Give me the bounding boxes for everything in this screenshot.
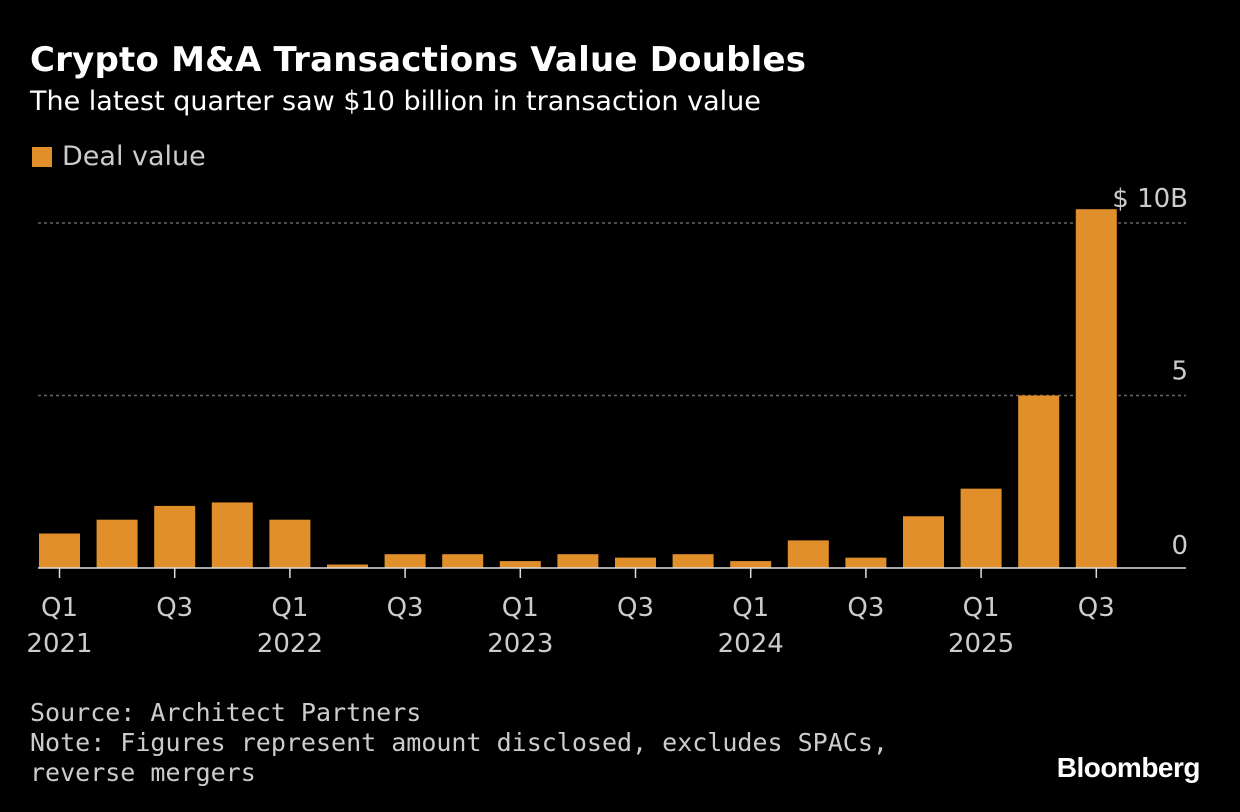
bar-2024-q2 — [787, 540, 829, 568]
footer: Source: Architect Partners Note: Figures… — [30, 698, 888, 788]
bar-2025-q2 — [1018, 395, 1060, 568]
legend-swatch — [32, 146, 52, 167]
y-tick-label-5: 5 — [1171, 357, 1188, 387]
legend: Deal value — [32, 141, 206, 172]
x-tick-label-quarter: Q3 — [847, 593, 884, 623]
bar-2023-q1 — [499, 561, 541, 568]
x-tick-label-quarter: Q3 — [617, 593, 654, 623]
x-tick-label-year: 2025 — [948, 629, 1014, 659]
bar-2024-q4 — [903, 516, 944, 568]
x-tick-label-year: 2022 — [257, 629, 323, 659]
bar-2025-q1 — [960, 488, 1002, 568]
x-tick-label-quarter: Q1 — [732, 593, 769, 623]
x-tick-label-year: 2023 — [487, 629, 553, 659]
bar-2021-q2 — [96, 519, 138, 568]
footnote-line-1: Note: Figures represent amount disclosed… — [30, 728, 888, 757]
chart-title: Crypto M&A Transactions Value Doubles — [30, 40, 807, 80]
bar-2023-q4 — [672, 554, 714, 568]
x-tick-label-year: 2024 — [718, 629, 784, 659]
bar-2022-q4 — [442, 554, 484, 568]
bar-2023-q3 — [615, 557, 656, 568]
y-tick-label-0: 0 — [1171, 531, 1188, 561]
x-tick-label-quarter: Q1 — [271, 593, 308, 623]
chart-subtitle: The latest quarter saw $10 billion in tr… — [30, 86, 761, 117]
x-tick-label-year: 2021 — [26, 629, 92, 659]
footnote-line-2: reverse mergers — [30, 758, 256, 787]
legend-label: Deal value — [62, 141, 206, 172]
bar-2024-q1 — [730, 561, 772, 568]
bar-2022-q2 — [327, 564, 368, 568]
bar-2021-q1 — [39, 533, 80, 568]
bar-2024-q3 — [845, 557, 887, 568]
bar-2021-q4 — [211, 502, 253, 568]
x-tick-label-quarter: Q1 — [963, 593, 1000, 623]
x-tick-label-quarter: Q3 — [1078, 593, 1115, 623]
x-tick-label-quarter: Q1 — [41, 593, 78, 623]
x-tick-label-quarter: Q3 — [387, 593, 424, 623]
bar-2021-q3 — [154, 505, 196, 568]
bar-2023-q2 — [557, 554, 599, 568]
source-note: Source: Architect Partners — [30, 698, 422, 727]
bar-2022-q3 — [384, 554, 426, 568]
x-tick-label-quarter: Q1 — [502, 593, 539, 623]
bloomberg-logo: Bloomberg — [1056, 752, 1201, 783]
bar-2022-q1 — [269, 519, 311, 568]
x-tick-label-quarter: Q3 — [156, 593, 193, 623]
bar-2025-q3 — [1075, 209, 1117, 568]
y-tick-label-10: $ 10B — [1112, 184, 1188, 214]
